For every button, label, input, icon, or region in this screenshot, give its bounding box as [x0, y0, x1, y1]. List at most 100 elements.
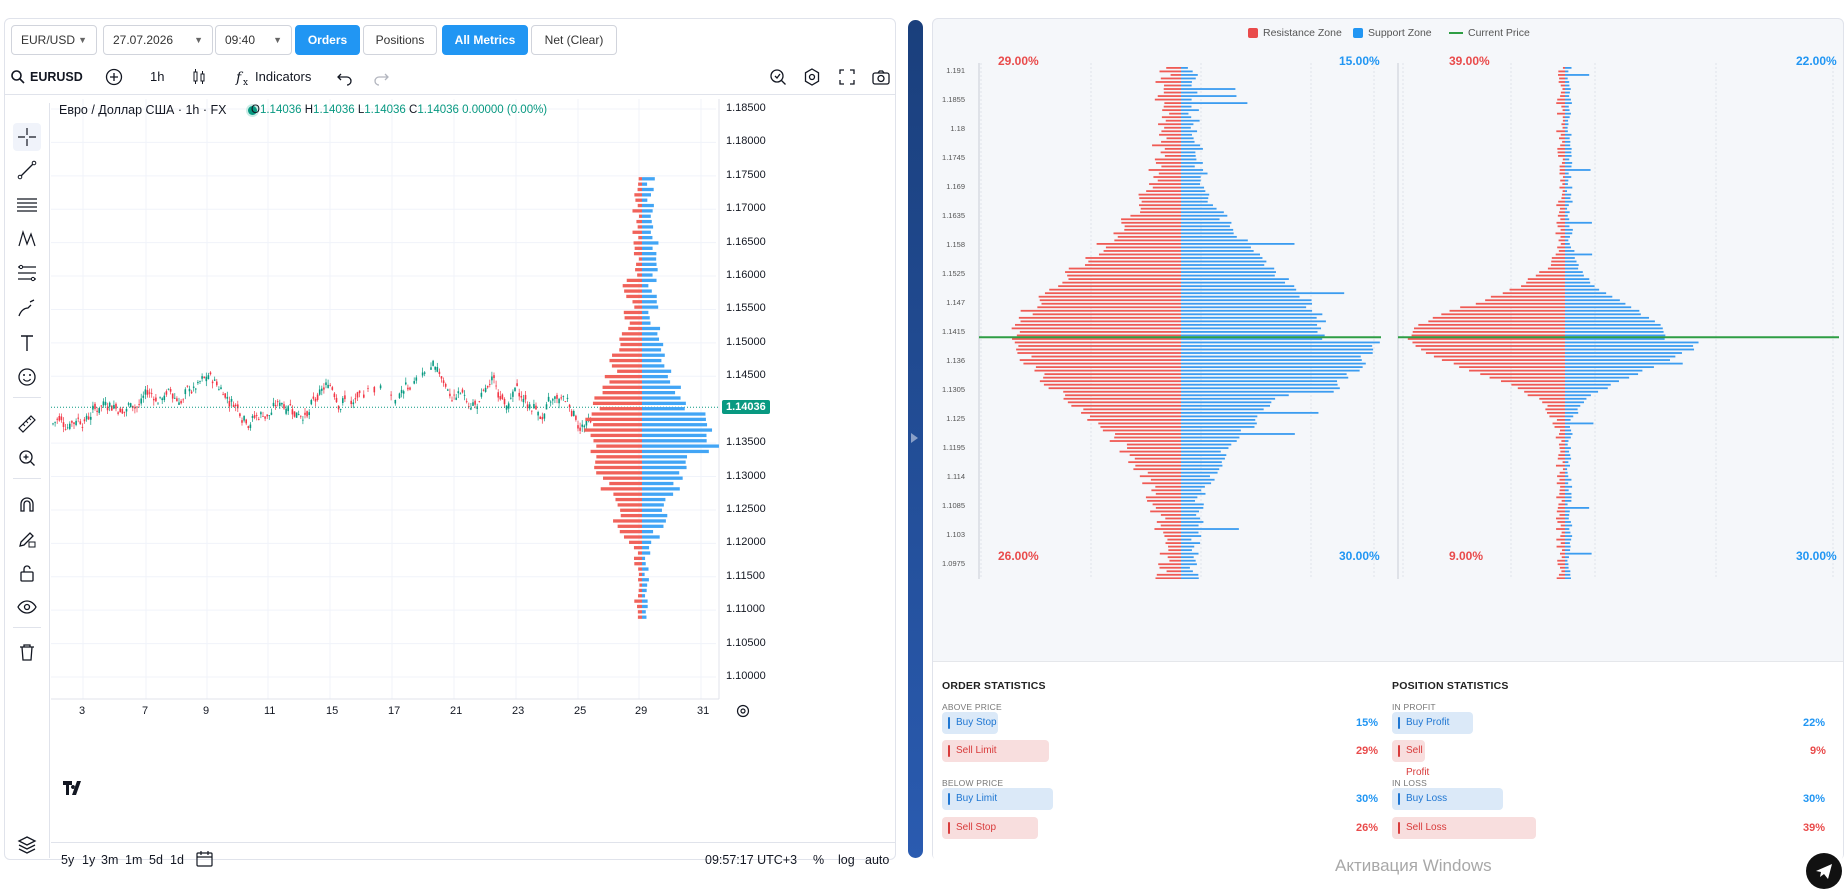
trash-icon[interactable] — [15, 640, 39, 664]
candle-body — [394, 399, 397, 404]
candle-body — [564, 401, 567, 402]
magnet-icon[interactable] — [15, 493, 39, 517]
expand-arrow-icon[interactable] — [911, 433, 918, 443]
open-value: 1.14036 — [259, 104, 302, 116]
candle-body — [272, 402, 275, 407]
candle-body — [524, 395, 527, 400]
orders-button[interactable]: Orders — [295, 25, 360, 55]
compare-add-icon[interactable] — [102, 65, 126, 89]
tv-symbol[interactable]: EURUSD — [30, 70, 83, 84]
utc-clock[interactable]: 09:57:17 UTC+3 — [705, 853, 798, 867]
eye-icon[interactable] — [15, 595, 39, 619]
candlestick-chart[interactable] — [51, 99, 896, 841]
tradingview-logo-icon[interactable] — [63, 781, 85, 795]
date-select[interactable]: 27.07.2026 ▼ — [103, 25, 213, 55]
range-5d[interactable]: 5d — [149, 853, 163, 867]
resistance-bar — [1560, 243, 1565, 245]
axis-settings-icon[interactable] — [735, 703, 751, 719]
buy-loss-bar: Buy Loss — [1392, 788, 1503, 810]
resistance-bar — [1169, 559, 1181, 562]
positions-button[interactable]: Positions — [363, 25, 437, 55]
support-bar — [1565, 489, 1569, 492]
trend-line-icon[interactable] — [15, 158, 39, 182]
range-5y[interactable]: 5y — [61, 853, 75, 867]
orders-depth-chart[interactable]: 1.191 1.1855 1.18 1.1745 1.169 1.1635 1.158 1.1… — [933, 19, 1383, 579]
positions-depth-chart[interactable]: 1.1911.18551.181.17451.1691.16351.1581.1… — [1388, 19, 1840, 579]
brush-icon[interactable] — [15, 296, 39, 320]
support-bar — [1181, 243, 1295, 245]
quick-search-icon[interactable] — [766, 65, 790, 89]
redo-icon[interactable] — [369, 65, 393, 89]
candle-body — [478, 401, 481, 403]
net-clear-button[interactable]: Net (Clear) — [531, 25, 617, 55]
lock-icon[interactable] — [15, 561, 39, 585]
pencil-lock-icon[interactable] — [15, 527, 39, 551]
volume-sell-bar — [594, 396, 642, 400]
support-bar — [1565, 207, 1568, 210]
buy-stop-bar: Buy Stop — [942, 712, 998, 734]
goto-date-icon[interactable] — [195, 850, 215, 868]
metrics-panel: Resistance Zone Support Zone Current Pri… — [932, 18, 1844, 861]
candle-body — [199, 381, 201, 382]
resistance-bar — [1084, 264, 1181, 266]
camera-icon[interactable] — [869, 65, 893, 89]
ruler-icon[interactable] — [15, 412, 39, 436]
log-toggle[interactable]: log — [838, 853, 855, 867]
panel-resize-handle[interactable] — [908, 20, 923, 858]
time-select[interactable]: 09:40 ▼ — [215, 25, 292, 55]
support-bar — [1565, 306, 1632, 309]
candle-body — [308, 412, 310, 415]
range-1d[interactable]: 1d — [170, 853, 184, 867]
support-bar — [1565, 352, 1682, 354]
horizontal-lines-icon[interactable] — [15, 193, 39, 217]
interval-button[interactable]: 1h — [150, 69, 165, 84]
indicators-button[interactable]: Indicators — [255, 69, 312, 84]
resistance-bar — [1561, 570, 1565, 573]
crosshair-icon[interactable] — [13, 123, 41, 151]
resistance-bar — [1557, 563, 1565, 566]
all-metrics-button[interactable]: All Metrics — [442, 25, 528, 55]
support-bar — [1181, 313, 1323, 316]
symbol-select[interactable]: EUR/USD ▼ — [11, 25, 97, 55]
fib-icon[interactable] — [15, 261, 39, 285]
chevron-down-icon: ▼ — [78, 35, 87, 45]
volume-sell-bar — [619, 348, 642, 352]
zoom-in-icon[interactable] — [15, 446, 39, 470]
price-chart[interactable]: Евро / Доллар США · 1h · FX O1.14036 H1.… — [51, 99, 896, 859]
resistance-bar — [1109, 440, 1181, 442]
resistance-bar — [1043, 376, 1181, 379]
sell-profit-bar: Sell Profit — [1392, 740, 1429, 778]
resistance-checkbox[interactable] — [1248, 28, 1258, 38]
resistance-bar — [1161, 116, 1181, 119]
low-label: L — [357, 104, 365, 116]
emoji-icon[interactable] — [15, 365, 39, 389]
support-bar — [1565, 387, 1608, 390]
pattern-icon[interactable] — [15, 227, 39, 251]
candle-body — [113, 404, 115, 409]
telegram-button[interactable] — [1806, 853, 1842, 889]
resistance-bar — [1562, 126, 1565, 129]
support-checkbox[interactable] — [1353, 28, 1363, 38]
resistance-bar — [1085, 257, 1181, 259]
candle-body — [440, 376, 443, 379]
percent-toggle[interactable]: % — [813, 853, 825, 867]
text-icon[interactable] — [15, 331, 39, 355]
range-1m[interactable]: 1m — [125, 853, 143, 867]
fullscreen-icon[interactable] — [835, 65, 859, 89]
resistance-bar — [1559, 514, 1565, 516]
time-axis-label: 29 — [635, 705, 648, 717]
candle-body — [64, 429, 67, 430]
range-3m[interactable]: 3m — [101, 853, 119, 867]
support-bar — [1181, 517, 1201, 520]
range-1y[interactable]: 1y — [82, 853, 96, 867]
candles-icon[interactable] — [187, 65, 211, 89]
resistance-bar — [1161, 165, 1181, 168]
candle-body — [354, 398, 357, 400]
layers-icon[interactable] — [15, 833, 39, 857]
volume-buy-bar — [642, 615, 647, 619]
undo-icon[interactable] — [333, 65, 357, 89]
settings-icon[interactable] — [800, 65, 824, 89]
search-icon[interactable] — [10, 69, 26, 85]
auto-toggle[interactable]: auto — [865, 853, 890, 867]
